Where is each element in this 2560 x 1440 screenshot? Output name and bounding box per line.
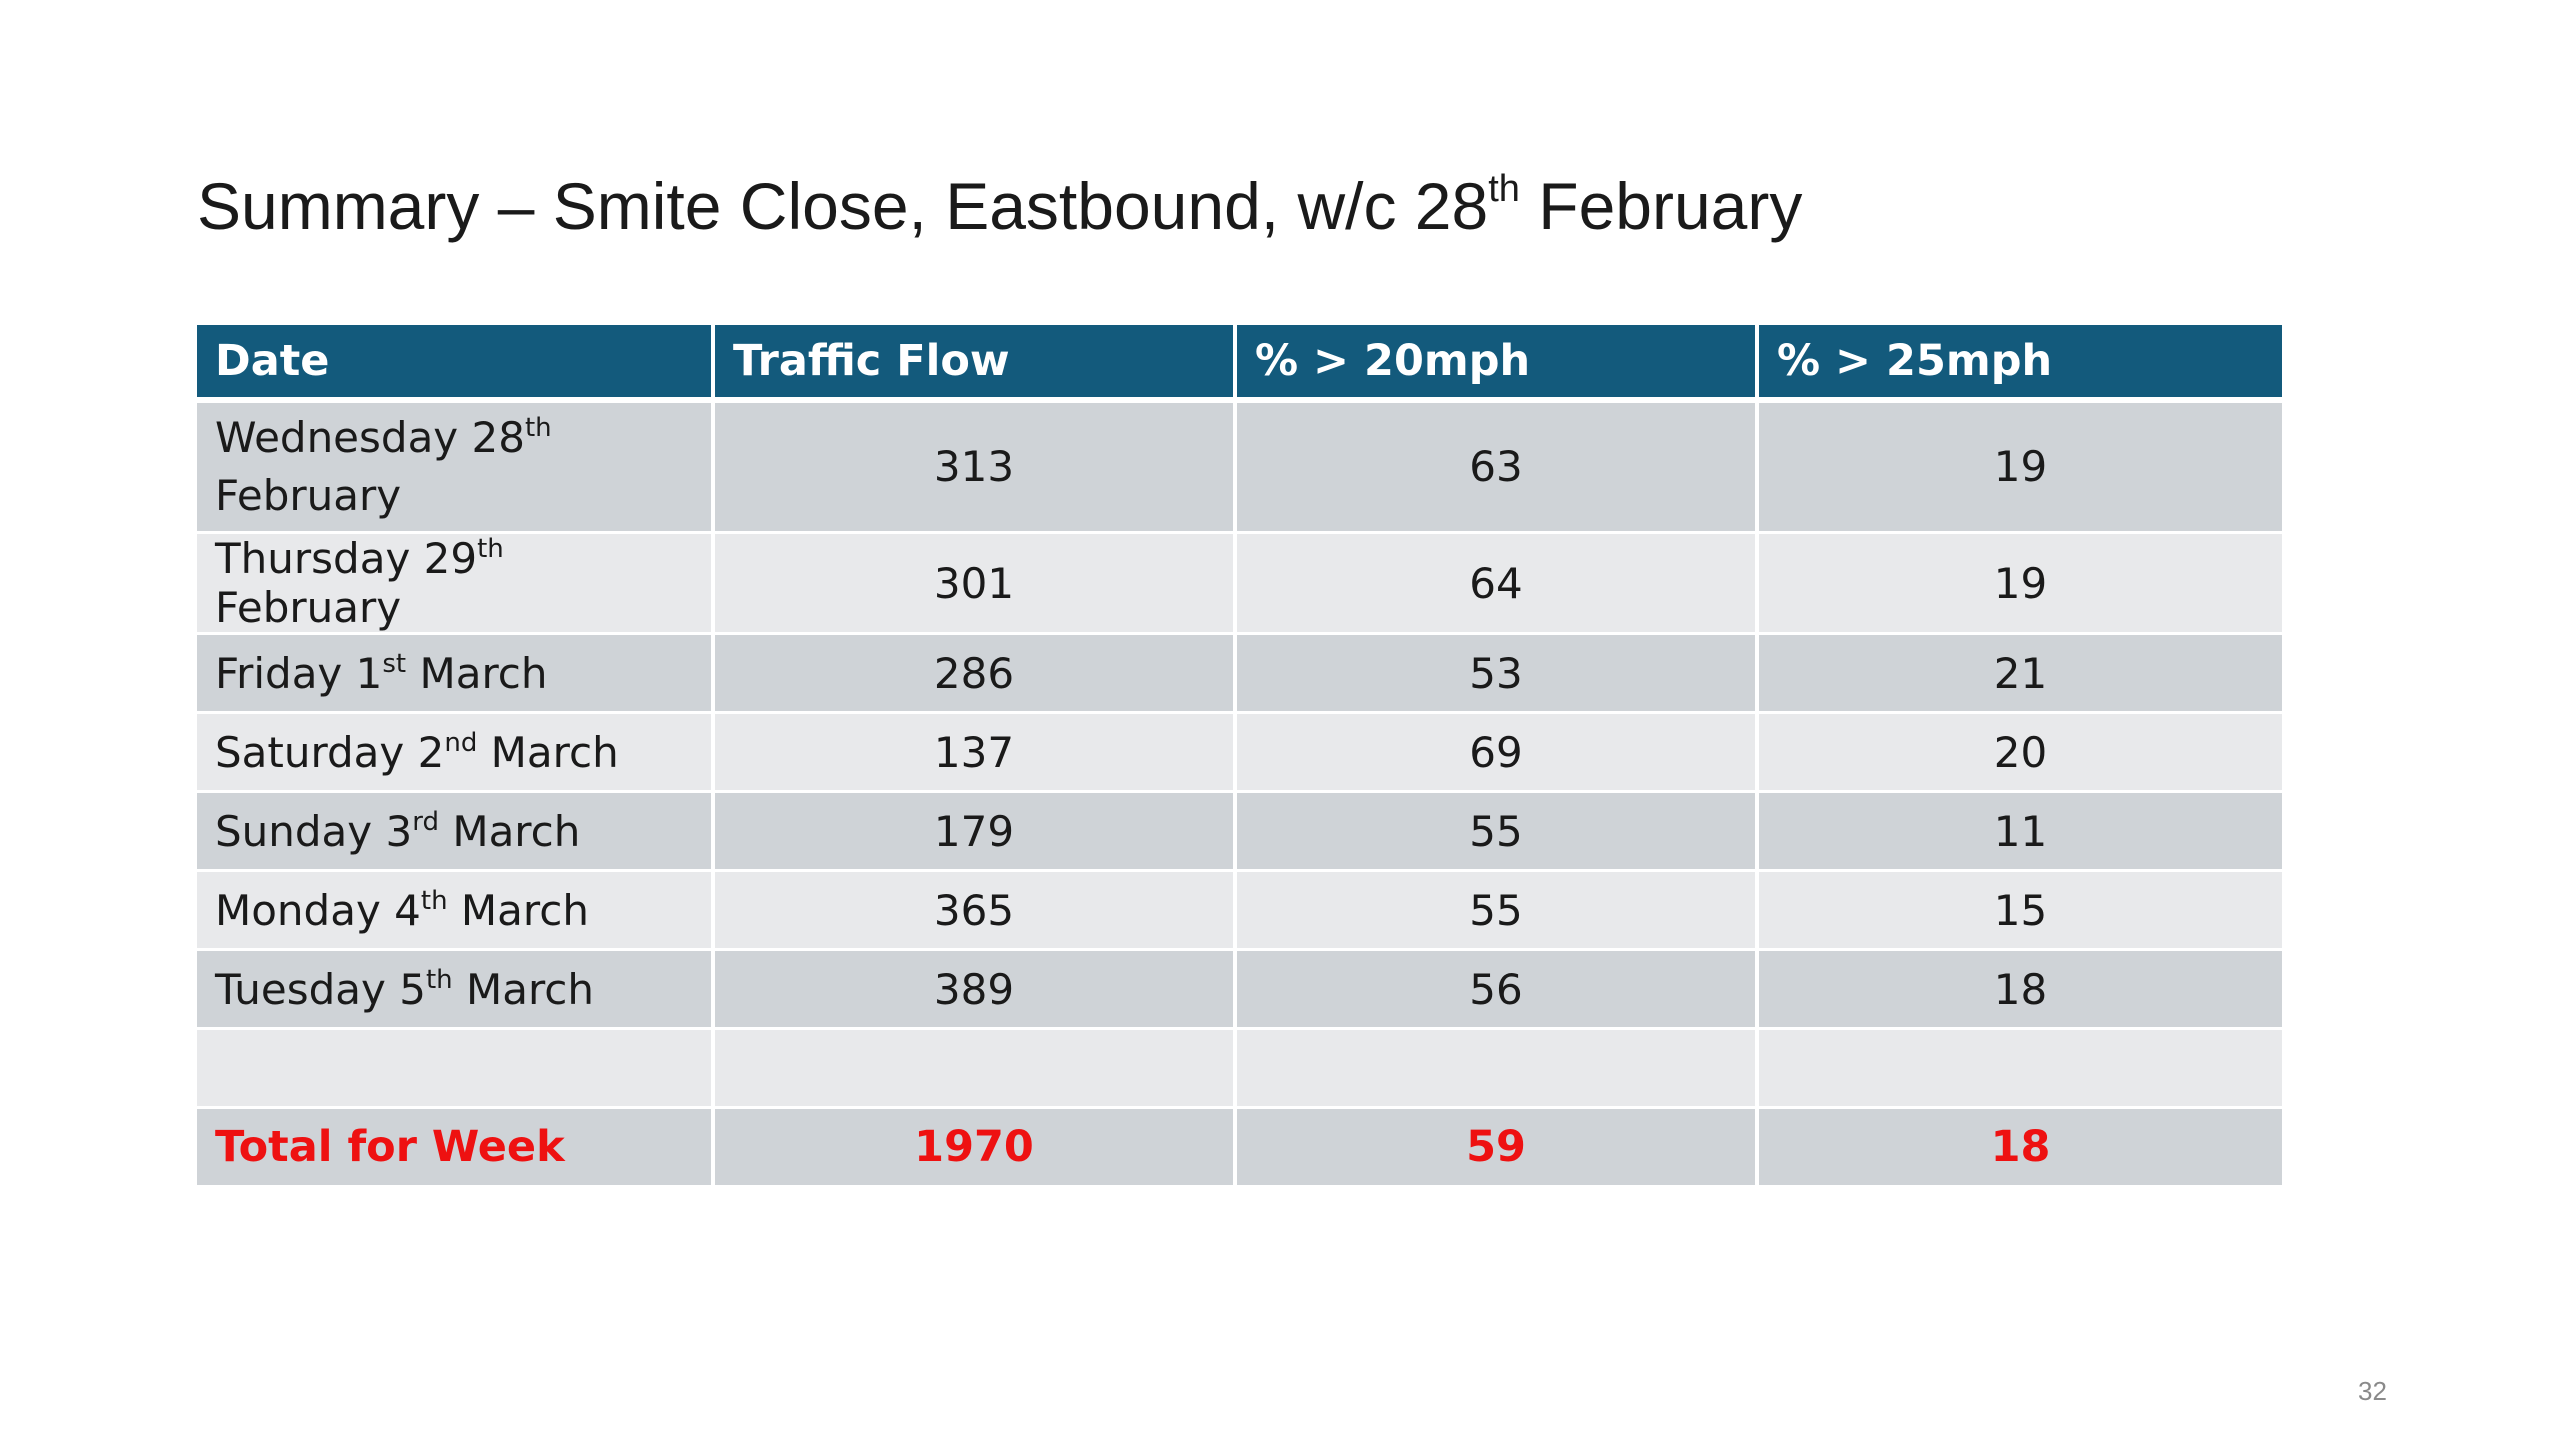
pct-25mph-cell: 20 — [1759, 714, 2282, 793]
pct-20mph-cell: 55 — [1237, 872, 1759, 951]
date-ordinal: nd — [444, 727, 478, 758]
date-text: Friday 1 — [215, 648, 383, 698]
empty-cell — [715, 1030, 1237, 1109]
date-text: Thursday 29 — [215, 534, 478, 583]
date-text-month: March — [447, 885, 589, 935]
date-cell: Wednesday 28th February — [197, 403, 715, 534]
date-cell: Thursday 29th February — [197, 534, 715, 635]
table-row-empty — [197, 1030, 2282, 1109]
header-pct-over-25mph: % > 25mph — [1759, 325, 2282, 403]
date-text-month: March — [406, 648, 548, 698]
table-row: Tuesday 5th March 389 56 18 — [197, 951, 2282, 1030]
traffic-flow-cell: 365 — [715, 872, 1237, 951]
total-pct-20mph: 59 — [1237, 1109, 1759, 1188]
pct-25mph-cell: 15 — [1759, 872, 2282, 951]
pct-20mph-cell: 55 — [1237, 793, 1759, 872]
table-row: Saturday 2nd March 137 69 20 — [197, 714, 2282, 793]
traffic-flow-cell: 179 — [715, 793, 1237, 872]
header-traffic-flow: Traffic Flow — [715, 325, 1237, 403]
pct-20mph-cell: 69 — [1237, 714, 1759, 793]
pct-25mph-cell: 21 — [1759, 635, 2282, 714]
date-cell: Tuesday 5th March — [197, 951, 715, 1030]
title-prefix: Summary – Smite Close, Eastbound, w/c 28 — [197, 169, 1489, 243]
date-text: Tuesday 5 — [215, 964, 426, 1014]
pct-20mph-cell: 56 — [1237, 951, 1759, 1030]
date-ordinal: rd — [412, 806, 439, 837]
pct-25mph-cell: 19 — [1759, 534, 2282, 635]
date-text: Monday 4 — [215, 885, 421, 935]
pct-25mph-cell: 19 — [1759, 403, 2282, 534]
date-text-month: March — [438, 806, 581, 856]
date-cell: Sunday 3rd March — [197, 793, 715, 872]
table-header-row: Date Traffic Flow % > 20mph % > 25mph — [197, 325, 2282, 403]
header-pct-over-20mph: % > 20mph — [1237, 325, 1759, 403]
date-text-month: March — [477, 727, 619, 777]
total-traffic-flow: 1970 — [715, 1109, 1237, 1188]
table-row: Monday 4th March 365 55 15 — [197, 872, 2282, 951]
empty-cell — [1759, 1030, 2282, 1109]
date-text: Sunday 3 — [215, 806, 413, 856]
date-cell: Friday 1st March — [197, 635, 715, 714]
traffic-flow-cell: 389 — [715, 951, 1237, 1030]
date-text-month: March — [452, 964, 595, 1014]
title-suffix: February — [1519, 169, 1803, 243]
summary-table: Date Traffic Flow % > 20mph % > 25mph We… — [197, 325, 2282, 1188]
pct-20mph-cell: 64 — [1237, 534, 1759, 635]
empty-cell — [1237, 1030, 1759, 1109]
table-row: Thursday 29th February 301 64 19 — [197, 534, 2282, 635]
header-date: Date — [197, 325, 715, 403]
empty-cell — [197, 1030, 715, 1109]
pct-20mph-cell: 63 — [1237, 403, 1759, 534]
pct-25mph-cell: 18 — [1759, 951, 2282, 1030]
table-row: Wednesday 28th February 313 63 19 — [197, 403, 2282, 534]
pct-20mph-cell: 53 — [1237, 635, 1759, 714]
date-ordinal: th — [425, 964, 453, 995]
date-text: Saturday 2 — [215, 727, 445, 777]
date-text: Wednesday 28 — [215, 413, 525, 462]
date-ordinal: st — [382, 648, 407, 679]
date-text-month: February — [215, 583, 402, 632]
table-row: Friday 1st March 286 53 21 — [197, 635, 2282, 714]
total-label: Total for Week — [197, 1109, 715, 1188]
traffic-flow-cell: 137 — [715, 714, 1237, 793]
traffic-flow-cell: 286 — [715, 635, 1237, 714]
traffic-flow-cell: 313 — [715, 403, 1237, 534]
pct-25mph-cell: 11 — [1759, 793, 2282, 872]
date-ordinal: th — [524, 413, 552, 443]
date-ordinal: th — [420, 885, 448, 916]
date-ordinal: th — [477, 534, 504, 564]
date-cell: Monday 4th March — [197, 872, 715, 951]
page-number: 32 — [2358, 1376, 2387, 1406]
title-superscript: th — [1488, 168, 1520, 210]
date-text-month: February — [215, 471, 402, 520]
traffic-flow-cell: 301 — [715, 534, 1237, 635]
date-cell: Saturday 2nd March — [197, 714, 715, 793]
total-pct-25mph: 18 — [1759, 1109, 2282, 1188]
slide-title: Summary – Smite Close, Eastbound, w/c 28… — [197, 168, 1802, 244]
table-row: Sunday 3rd March 179 55 11 — [197, 793, 2282, 872]
total-row: Total for Week 1970 59 18 — [197, 1109, 2282, 1188]
